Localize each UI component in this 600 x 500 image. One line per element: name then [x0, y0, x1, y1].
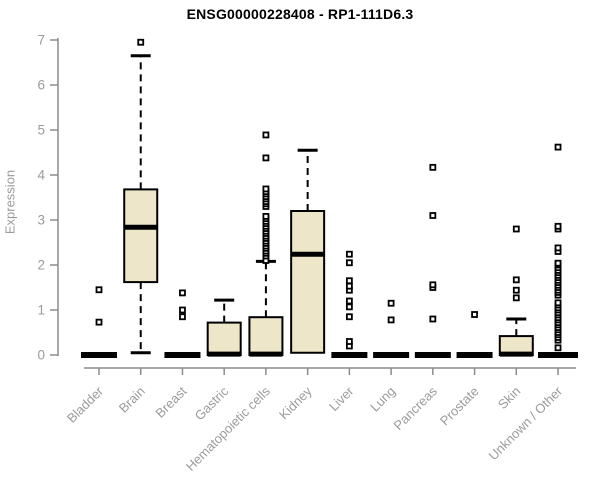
outlier-point-liver — [345, 338, 353, 345]
zero-bar-liver — [331, 352, 368, 358]
outlier-point-unknown-other — [554, 344, 562, 352]
zero-bar-pancreas — [414, 352, 451, 358]
box-gastric — [206, 321, 242, 357]
outlier-point-lung — [387, 316, 395, 324]
outlier-point-unknown-other — [554, 244, 562, 252]
zero-bar-bladder — [81, 352, 117, 358]
y-tick-label: 5 — [37, 123, 45, 138]
y-tick-label: 4 — [37, 168, 45, 183]
outlier-point-liver — [345, 282, 353, 290]
outlier-point-unknown-other — [554, 259, 562, 267]
outlier-point-breast — [179, 289, 186, 297]
y-tick-label: 7 — [37, 33, 45, 48]
outlier-point-hematopoietic-cells — [262, 154, 270, 162]
outlier-point-skin — [512, 276, 520, 284]
box-brain — [123, 188, 159, 284]
zero-bar-breast — [164, 352, 201, 358]
outlier-point-skin — [512, 286, 520, 294]
x-tick-label-kidney: Kidney — [276, 383, 315, 422]
y-axis-label: Expression — [2, 169, 18, 235]
outlier-point-brain — [137, 38, 145, 46]
outlier-point-unknown-other — [554, 143, 562, 151]
x-tick-label-liver: Liver — [326, 383, 357, 414]
outlier-point-prostate — [471, 311, 478, 318]
outlier-point-hematopoietic-cells — [262, 185, 270, 193]
outlier-point-hematopoietic-cells — [262, 212, 270, 220]
y-tick-label: 1 — [37, 303, 45, 318]
outlier-point-pancreas — [429, 315, 437, 323]
x-tick-label-lung: Lung — [367, 384, 398, 415]
outlier-point-breast — [179, 313, 186, 321]
zero-bar-lung — [373, 352, 410, 358]
outlier-point-bladder — [95, 318, 103, 326]
box-kidney — [290, 210, 326, 354]
outlier-point-liver — [345, 303, 353, 311]
outlier-point-skin — [512, 294, 520, 302]
y-tick-label: 3 — [37, 213, 45, 228]
outlier-point-pancreas — [429, 281, 437, 289]
outlier-point-skin — [512, 225, 520, 233]
outlier-point-hematopoietic-cells — [262, 131, 270, 139]
x-tick-label-prostate: Prostate — [437, 384, 482, 429]
x-tick-label-pancreas: Pancreas — [391, 383, 441, 433]
x-tick-label-gastric: Gastric — [192, 383, 232, 423]
y-tick-label: 6 — [37, 78, 45, 93]
y-tick-label: 2 — [37, 258, 45, 273]
y-tick-label: 0 — [37, 348, 45, 363]
outlier-point-bladder — [95, 286, 103, 294]
outlier-point-unknown-other — [554, 299, 562, 307]
outlier-point-unknown-other — [554, 222, 562, 230]
outlier-point-pancreas — [429, 163, 437, 171]
outlier-point-liver — [345, 313, 353, 321]
x-tick-label-bladder: Bladder — [64, 383, 107, 426]
x-tick-label-skin: Skin — [495, 384, 523, 412]
x-tick-label-brain: Brain — [116, 384, 148, 416]
x-tick-label-breast: Breast — [152, 383, 189, 420]
outlier-point-liver — [345, 259, 353, 267]
outlier-point-breast — [179, 306, 186, 314]
box-hematopoietic-cells — [248, 316, 284, 357]
outlier-point-liver — [345, 277, 353, 285]
x-tick-label-unknown-other: Unknown / Other — [486, 383, 566, 463]
outlier-point-liver — [345, 250, 353, 258]
outlier-point-pancreas — [429, 212, 437, 219]
zero-bar-prostate — [456, 352, 493, 358]
outlier-point-lung — [387, 299, 395, 307]
zero-bar-unknown-other — [538, 352, 579, 358]
outlier-point-liver — [345, 297, 353, 305]
chart-title: ENSG00000228408 - RP1-111D6.3 — [186, 6, 414, 22]
